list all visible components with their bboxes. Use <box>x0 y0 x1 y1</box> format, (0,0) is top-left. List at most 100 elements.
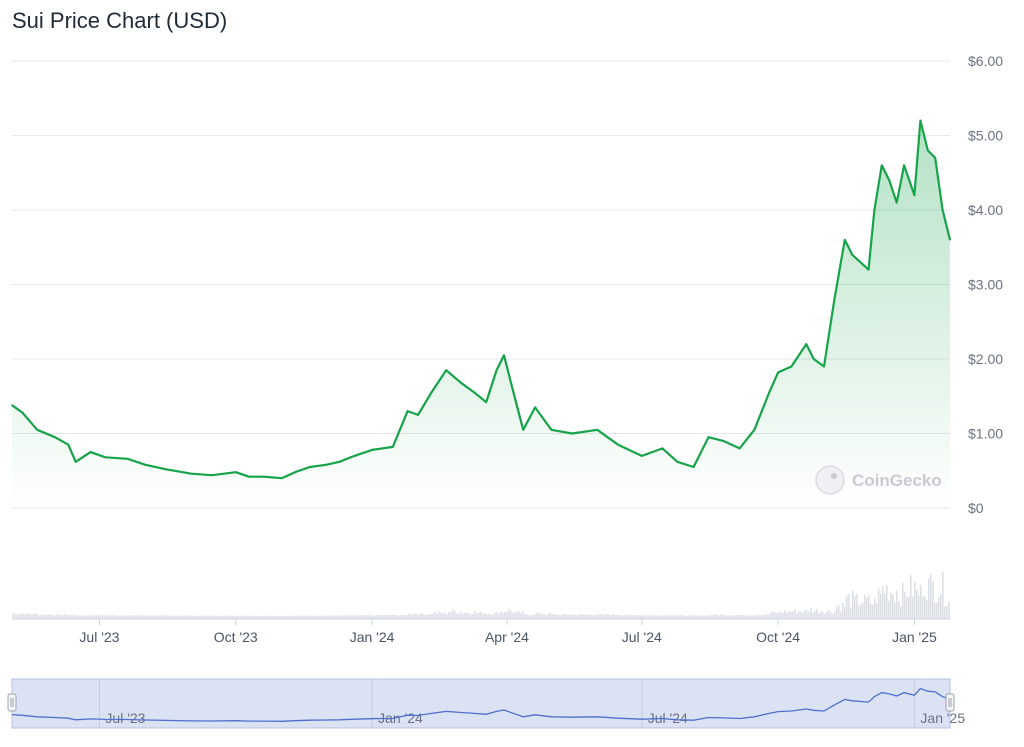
volume-bar <box>410 614 412 619</box>
volume-bar <box>126 615 128 619</box>
volume-bar <box>692 615 694 619</box>
y-tick-label: $6.00 <box>968 53 1003 69</box>
volume-bar <box>750 615 752 619</box>
volume-bar <box>206 615 208 619</box>
navigator-line <box>11 687 951 722</box>
volume-bar <box>96 615 98 619</box>
volume-bar <box>680 615 682 619</box>
volume-bar <box>648 615 650 619</box>
price-point <box>805 343 808 345</box>
volume-bar <box>146 615 148 619</box>
volume-bar <box>464 612 466 619</box>
volume-bar <box>578 614 580 619</box>
price-point <box>104 456 107 459</box>
volume-bar <box>678 615 680 619</box>
price-point <box>165 468 167 471</box>
price-point <box>21 411 24 414</box>
volume-bar <box>36 613 38 619</box>
volume-bar <box>72 614 74 619</box>
volume-bar <box>476 613 478 619</box>
volume-bar <box>210 615 212 619</box>
navigator-handle-left[interactable] <box>7 693 17 712</box>
volume-bar <box>358 615 360 619</box>
volume-bar <box>296 615 298 619</box>
volume-bar <box>130 615 132 619</box>
volume-bar <box>162 615 164 619</box>
volume-bar <box>156 615 158 619</box>
price-point <box>430 391 433 394</box>
volume-bar <box>342 615 344 619</box>
volume-bar <box>894 602 896 619</box>
price-point <box>473 391 476 394</box>
price-point <box>74 461 77 463</box>
volume-bar <box>832 613 834 619</box>
volume-bar <box>148 615 150 619</box>
volume-bar <box>830 612 832 619</box>
volume-bar <box>746 615 748 619</box>
volume-bar <box>284 615 286 619</box>
price-point <box>309 466 311 468</box>
volume-bar <box>86 615 88 619</box>
volume-bar <box>534 614 536 619</box>
volume-bar <box>808 611 810 619</box>
volume-bar <box>24 614 26 619</box>
volume-bar <box>864 594 866 619</box>
volume-bar <box>770 612 772 619</box>
volume-bar <box>700 615 702 619</box>
navigator-tick-label: Jul '23 <box>105 710 145 726</box>
volume-bar <box>836 606 838 619</box>
volume-bar <box>650 615 652 619</box>
volume-bar <box>884 593 886 619</box>
volume-bar <box>698 615 700 619</box>
price-point <box>392 446 394 448</box>
price-point <box>294 471 296 474</box>
volume-bar <box>790 612 792 619</box>
volume-bar <box>252 615 254 619</box>
volume-bar <box>46 615 48 619</box>
volume-bar <box>886 584 888 619</box>
volume-bar <box>496 612 498 619</box>
price-point <box>325 464 327 466</box>
price-point <box>617 443 619 446</box>
volume-bar <box>276 615 278 619</box>
volume-bar <box>444 611 446 619</box>
volume-bar <box>174 615 176 619</box>
volume-bar <box>494 612 496 619</box>
volume-bar <box>366 615 368 619</box>
volume-bar <box>306 615 308 619</box>
volume-bar <box>80 615 82 619</box>
volume-bar <box>626 614 628 619</box>
price-point <box>641 455 643 457</box>
volume-bar <box>120 615 122 619</box>
volume-bar <box>390 615 392 619</box>
volume-bar <box>326 615 328 619</box>
volume-bar <box>556 614 558 619</box>
price-point <box>67 443 70 446</box>
volume-bar <box>270 615 272 619</box>
navigator[interactable]: Jul '23 Jan '24 Jul '24 Jan '25 <box>7 678 965 729</box>
volume-bar <box>718 615 720 619</box>
volume-bar <box>102 614 104 619</box>
volume-bar <box>738 614 740 619</box>
navigator-handle-right[interactable] <box>945 693 955 712</box>
volume-bar <box>576 615 578 619</box>
price-point <box>550 429 553 431</box>
volume-bar <box>558 614 560 619</box>
volume-bar <box>76 615 78 619</box>
volume-bar <box>660 615 662 619</box>
volume-bar <box>796 613 798 619</box>
volume-bar <box>748 615 750 619</box>
volume-bar <box>334 615 336 619</box>
navigator-tick-label: Jan '24 <box>378 710 423 726</box>
volume-bar <box>538 612 540 619</box>
y-tick-label: $4.00 <box>968 202 1003 218</box>
volume-bar <box>392 614 394 619</box>
volume-bar <box>394 614 396 619</box>
volume-bar <box>778 612 780 619</box>
volume-bar <box>218 615 220 619</box>
volume-bar <box>910 575 912 619</box>
volume-bar <box>418 615 420 619</box>
volume-bar <box>926 600 928 619</box>
volume-bar <box>630 614 632 619</box>
